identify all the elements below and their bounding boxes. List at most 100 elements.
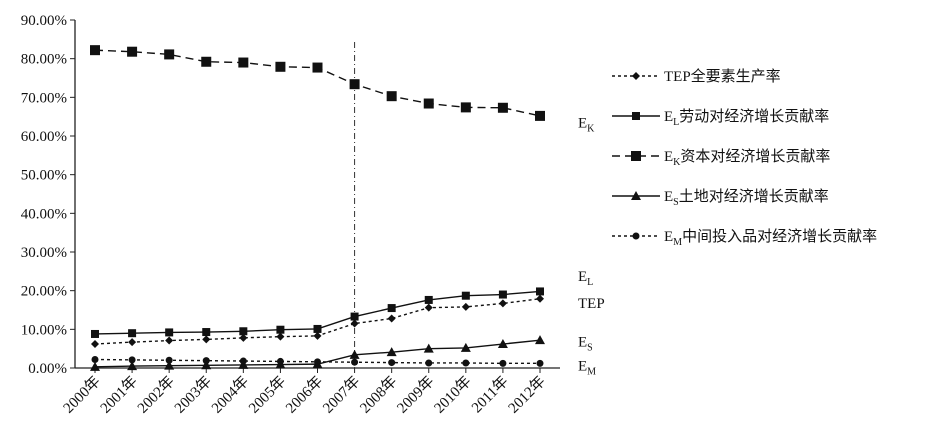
data-point: [424, 295, 433, 304]
series-1: [91, 287, 544, 338]
x-tick-label: 2011年: [468, 373, 511, 416]
data-point: [425, 359, 433, 367]
y-tick-label: 30.00%: [21, 245, 67, 261]
data-point: [202, 357, 210, 365]
x-tick-label: 2008年: [357, 373, 401, 417]
x-tick-label: 2003年: [171, 373, 215, 417]
data-point: [239, 327, 248, 336]
data-point: [536, 287, 544, 296]
data-point: [536, 359, 544, 367]
data-point: [387, 314, 396, 323]
data-point: [275, 61, 286, 72]
legend-item: EM中间投入品对经济增长贡献率: [612, 228, 877, 248]
data-point: [201, 360, 212, 370]
data-point: [460, 342, 471, 352]
x-tick-label: 2006年: [282, 373, 326, 417]
y-tick-label: 60.00%: [21, 129, 67, 145]
data-point: [535, 335, 545, 345]
data-point: [276, 325, 285, 334]
series-3: [90, 335, 545, 371]
data-point: [239, 333, 248, 342]
data-point: [90, 45, 100, 56]
data-point: [349, 79, 360, 90]
data-point: [91, 355, 99, 363]
data-point: [127, 46, 138, 57]
data-point: [201, 56, 212, 67]
legend-item: TEP全要素生产率: [612, 67, 781, 85]
data-point: [239, 357, 247, 365]
data-point: [497, 339, 508, 349]
end-label: EM: [578, 358, 596, 377]
legend-swatch-marker: [631, 151, 641, 161]
data-point: [423, 343, 434, 353]
x-tick-label: 2010年: [431, 373, 475, 417]
data-point: [164, 49, 175, 60]
y-tick-label: 70.00%: [21, 90, 67, 106]
data-point: [202, 328, 211, 337]
data-point: [165, 356, 173, 364]
x-tick-label: 2002年: [134, 373, 178, 417]
data-point: [276, 332, 285, 341]
data-point: [165, 336, 174, 345]
data-point: [91, 329, 99, 338]
data-point: [350, 312, 359, 321]
data-point: [90, 361, 100, 371]
data-point: [351, 358, 359, 366]
x-tick-label: 2009年: [394, 373, 438, 417]
legend-label: ES土地对经济增长贡献率: [664, 188, 829, 208]
x-tick-label: 2005年: [245, 373, 289, 417]
data-point: [313, 324, 322, 333]
data-point: [424, 303, 433, 312]
y-tick-label: 90.00%: [21, 13, 67, 29]
series-2: [90, 45, 545, 121]
data-point: [238, 57, 249, 68]
x-tick-label: 2004年: [208, 373, 252, 417]
data-point: [313, 331, 322, 340]
x-tick-label: 2001年: [97, 373, 141, 417]
legend-item: EL劳动对经济增长贡献率: [612, 108, 829, 128]
y-tick-label: 40.00%: [21, 206, 67, 222]
data-point: [423, 98, 434, 109]
data-point: [461, 302, 470, 311]
legend-swatch-marker: [631, 191, 641, 200]
data-point: [462, 359, 470, 367]
data-point: [314, 358, 321, 366]
data-point: [128, 329, 137, 338]
data-point: [202, 335, 211, 344]
y-tick-label: 20.00%: [21, 284, 67, 300]
data-point: [276, 357, 284, 365]
y-axis-ticks: 0.00% 10.00% 20.00% 30.00% 40.00% 50.00% 60.00…: [21, 13, 75, 377]
x-axis-ticks: 2000年2001年2002年2003年2004年2005年2006年2007年…: [60, 368, 549, 417]
series-line: [94, 49, 541, 117]
data-point: [128, 356, 136, 364]
legend-label: EL劳动对经济增长贡献率: [664, 108, 829, 128]
legend-swatch-marker: [632, 232, 640, 240]
x-tick-label: 2000年: [60, 373, 104, 417]
legend-label: EM中间投入品对经济增长贡献率: [664, 228, 877, 248]
data-point: [536, 294, 544, 303]
data-point: [388, 359, 396, 367]
legend-item: EK资本对经济增长贡献率: [612, 148, 830, 168]
y-tick-label: 80.00%: [21, 52, 67, 68]
legend-label: EK资本对经济增长贡献率: [664, 148, 830, 168]
data-point: [499, 359, 507, 367]
end-label: EK: [578, 115, 595, 134]
y-tick-label: 0.00%: [28, 361, 67, 377]
data-point: [164, 360, 175, 370]
data-point: [350, 319, 359, 328]
data-point: [498, 290, 507, 299]
legend-swatch-marker: [632, 112, 640, 120]
data-point: [128, 338, 137, 347]
x-tick-label: 2012年: [505, 373, 549, 417]
y-tick-label: 50.00%: [21, 168, 67, 184]
data-point: [535, 110, 545, 121]
series-4: [91, 355, 544, 367]
legend-label: TEP全要素生产率: [664, 67, 781, 85]
data-point: [461, 291, 470, 300]
legend-swatch-marker: [632, 72, 640, 80]
data-point: [498, 299, 507, 308]
data-point: [91, 340, 99, 349]
series-end-labels: EK EL TEP ES EM: [578, 115, 605, 377]
data-point: [349, 349, 360, 359]
